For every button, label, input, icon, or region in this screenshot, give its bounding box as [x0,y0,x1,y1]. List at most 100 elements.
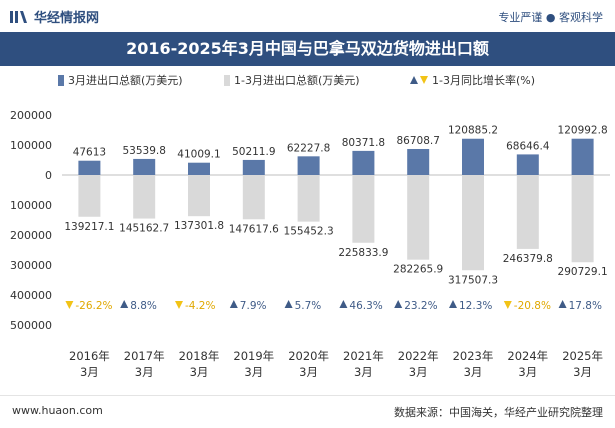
x-tick-label-month: 3月 [80,365,99,379]
data-label-march: 120992.8 [558,125,608,137]
y-tick-label: 100000 [10,139,52,152]
x-tick-label-year: 2017年 [124,349,165,363]
bar-ytd [352,175,375,243]
data-label-ytd: 145162.7 [119,223,169,235]
legend-label-growth: 1-3月同比增长率(%) [432,74,536,87]
chart-title: 2016-2025年3月中国与巴拿马双边货物进出口额 [126,39,489,58]
bar-ytd [462,175,484,271]
footer: www.huaon.com 数据来源：中国海关，华经产业研究院整理 [0,395,615,428]
growth-up-marker [120,300,129,308]
legend-item-growth: 1-3月同比增长率(%) [410,72,535,88]
data-label-march: 86708.7 [396,135,439,147]
bar-ytd [571,175,594,263]
data-label-ytd: 225833.9 [338,247,388,259]
bar-ytd [407,175,430,260]
y-tick-label: 0 [45,169,52,182]
data-label-march: 80371.8 [342,137,385,149]
bar-march [188,162,210,175]
bar-ytd [133,175,156,219]
growth-up-marker [449,300,457,308]
bar-ytd [188,175,210,217]
data-label-growth: 17.8% [569,300,602,312]
brand-slogan: 专业严谨 ● 客观科学 [498,11,603,24]
data-label-ytd: 139217.1 [64,221,114,233]
data-label-march: 50211.9 [232,146,275,158]
y-tick-label: 400000 [10,289,52,302]
x-tick-label-month: 3月 [190,365,209,379]
x-tick-label-year: 2016年 [69,349,110,363]
data-label-march: 53539.8 [122,145,165,157]
growth-down-marker [65,301,74,309]
growth-up-marker [339,300,348,308]
data-label-ytd: 137301.8 [174,220,224,232]
footer-website: www.huaon.com [12,404,103,417]
bar-ytd [297,175,320,222]
triangle-down-icon [420,76,428,84]
x-tick-label-month: 3月 [409,365,428,379]
data-label-march: 47613 [73,147,106,159]
data-label-growth: -20.8% [514,300,551,312]
x-tick-label-year: 2021年 [343,349,384,363]
bar-ytd [242,175,265,220]
data-label-growth: 7.9% [240,300,267,312]
legend-label-march: 3月进出口总额(万美元) [68,74,183,87]
x-tick-label-year: 2018年 [179,349,220,363]
x-tick-label-month: 3月 [518,365,537,379]
footer-source: 数据来源：中国海关，华经产业研究院整理 [394,406,603,419]
data-label-march: 41009.1 [177,149,220,161]
x-tick-label-year: 2024年 [507,349,548,363]
bar-march [78,160,101,175]
bar-march [571,138,594,175]
x-tick-label-year: 2023年 [453,349,494,363]
y-tick-label: 500000 [10,319,52,332]
bar-march [133,158,156,175]
x-tick-label-month: 3月 [354,365,373,379]
bar-march [462,138,484,175]
growth-down-marker [503,301,512,309]
y-tick-label: 200000 [10,229,52,242]
title-bar: 2016-2025年3月中国与巴拿马双边货物进出口额 [0,32,615,66]
data-label-march: 120885.2 [448,125,498,137]
data-label-ytd: 290729.1 [558,266,608,278]
data-label-growth: 12.3% [459,300,492,312]
data-label-growth: -26.2% [75,300,112,312]
data-label-growth: 8.8% [130,300,157,312]
x-tick-label-month: 3月 [299,365,318,379]
bar-march [516,154,539,175]
legend-label-ytd: 1-3月进出口总额(万美元) [234,74,360,87]
bar-ytd [78,175,101,217]
x-tick-label-year: 2019年 [233,349,274,363]
y-tick-label: 100000 [10,199,52,212]
bar-march [352,150,375,175]
bar-march [297,156,320,175]
bar-march [407,148,430,175]
brand-name: 华经情报网 [34,11,100,26]
legend-swatch-ytd [224,74,230,86]
growth-up-marker [558,300,567,308]
y-tick-label: 200000 [10,109,52,122]
triangle-up-icon [410,76,418,84]
x-tick-label-month: 3月 [135,365,154,379]
bar-chart: 200000 100000 0 100000 200000 300000 400000 500… [10,109,610,379]
data-label-ytd: 155452.3 [284,226,334,238]
x-tick-label-year: 2020年 [288,349,329,363]
data-label-growth: -4.2% [185,300,215,312]
x-tick-label-year: 2025年 [562,349,603,363]
legend-swatch-march [58,74,64,86]
bar-march [242,159,265,175]
x-tick-label-month: 3月 [464,365,483,379]
data-label-growth: 5.7% [295,300,322,312]
data-label-ytd: 282265.9 [393,264,443,276]
header-bar: 华经情报网 专业严谨 ● 客观科学 [0,0,615,32]
data-label-ytd: 147617.6 [229,223,279,235]
bar-ytd [516,175,539,249]
growth-up-marker [394,300,403,308]
growth-up-marker [229,300,238,308]
brand-logo-icon [10,10,27,23]
data-label-growth: 23.2% [404,300,437,312]
data-label-growth: 46.3% [349,300,382,312]
data-label-march: 62227.8 [287,142,330,154]
y-tick-label: 300000 [10,259,52,272]
data-label-march: 68646.4 [506,140,550,152]
